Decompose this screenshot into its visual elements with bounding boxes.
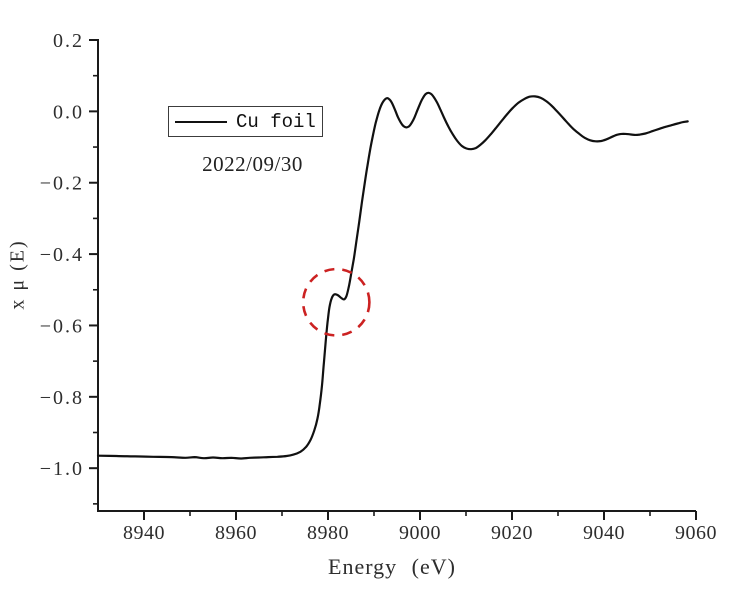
x-axis-title: Energy (eV): [328, 554, 456, 579]
x-tick-label: 9020: [491, 522, 533, 544]
x-tick-label: 8980: [307, 522, 349, 544]
x-tick-label: 8940: [123, 522, 165, 544]
y-tick-label: −0.6: [40, 315, 84, 337]
highlight-circle-annotation: [301, 267, 371, 337]
legend-line-sample: [175, 120, 227, 123]
x-tick-label: 8960: [215, 522, 257, 544]
x-tick-label: 9040: [583, 522, 625, 544]
y-tick-label: −0.4: [40, 244, 84, 266]
data-curve: [96, 91, 689, 460]
y-tick-label: 0.2: [53, 30, 84, 52]
y-tick-label: −0.2: [40, 173, 84, 195]
x-tick-label: 9060: [675, 522, 717, 544]
y-tick-label: −1.0: [40, 458, 84, 480]
date-annotation: 2022/09/30: [202, 152, 303, 176]
y-tick-label: 0.0: [53, 101, 84, 123]
x-tick-label: 9000: [399, 522, 441, 544]
y-tick-label: −0.8: [40, 387, 84, 409]
y-axis-title: x μ (E): [6, 239, 29, 310]
legend-series-label: Cu foil: [236, 110, 316, 133]
legend-box: Cu foil: [168, 106, 323, 137]
